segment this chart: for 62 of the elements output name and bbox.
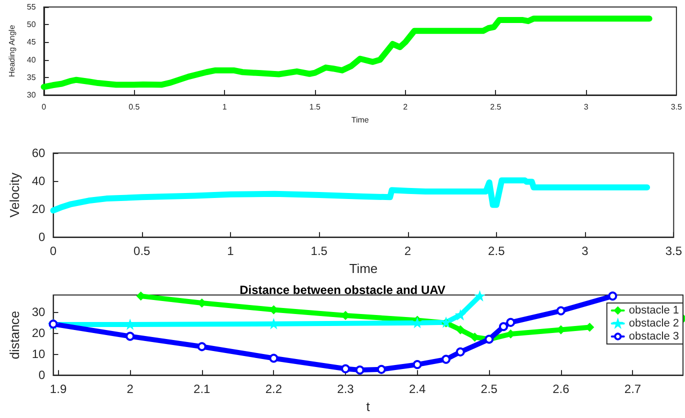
x-tick-label: 2.5	[480, 382, 498, 396]
x-tick-label: 2.1	[194, 382, 211, 396]
y-tick-label: 50	[26, 20, 36, 30]
x-tick-label: 2.5	[488, 244, 506, 258]
x-tick-label: 2.5	[490, 102, 502, 112]
y-tick-label: 35	[26, 72, 36, 82]
point	[269, 354, 278, 363]
y-tick-label: 30	[32, 304, 46, 319]
x-tick-label: 1.9	[50, 382, 67, 396]
point	[442, 354, 451, 364]
x-tick-label: 2.6	[552, 382, 570, 396]
legend-label: obstacle 3	[628, 330, 680, 342]
x-tick-label: 3.5	[665, 244, 682, 258]
y-tick-label: 30	[26, 90, 36, 100]
y-tick-label: 40	[32, 174, 46, 188]
x-axis-title: Time	[349, 261, 378, 276]
x-tick-label: 1.5	[310, 244, 328, 258]
y-axis-title: distance	[7, 310, 22, 360]
x-tick-label: 2	[403, 102, 408, 112]
y-tick-label: 45	[26, 38, 36, 47]
x-tick-label: 2.4	[408, 382, 426, 396]
x-tick-label: 2.2	[265, 382, 282, 396]
x-axis-title: Time	[351, 115, 370, 124]
y-axis-title: Heading Angle	[8, 24, 16, 78]
x-tick-label: 2	[404, 244, 412, 258]
x-tick-label: 0	[50, 244, 57, 258]
x-tick-label: 1	[227, 244, 234, 258]
point	[197, 342, 206, 352]
y-tick-label: 55	[26, 2, 36, 12]
point	[556, 306, 566, 316]
y-tick-label: 20	[32, 326, 46, 340]
point	[456, 326, 465, 334]
y-tick-label: 40	[26, 55, 36, 64]
x-tick-label: 2	[126, 382, 134, 396]
chart-title: Distance between obstacle and UAV	[240, 283, 446, 297]
x-axis-title: t	[366, 399, 370, 414]
point	[608, 292, 618, 301]
x-tick-label: 0.5	[134, 244, 151, 258]
x-tick-label: 3	[582, 244, 589, 258]
point	[412, 360, 422, 370]
point	[456, 347, 465, 356]
x-tick-label: 3	[584, 102, 589, 112]
x-tick-label: 1.5	[309, 102, 322, 112]
y-tick-label: 0	[38, 368, 46, 382]
point	[341, 364, 350, 374]
y-axis-title: Velocity	[7, 172, 22, 218]
y-tick-label: 10	[32, 347, 46, 362]
point	[355, 366, 364, 375]
point	[126, 332, 135, 341]
y-tick-label: 20	[32, 202, 46, 216]
legend-label: obstacle 2	[628, 318, 680, 330]
x-tick-label: 3.5	[670, 102, 683, 112]
x-tick-label: 2.3	[337, 382, 354, 396]
x-tick-label: 1	[222, 102, 228, 112]
y-tick-label: 0	[38, 230, 46, 244]
x-tick-label: 2.7	[624, 382, 642, 396]
point	[376, 364, 386, 374]
y-tick-label: 60	[32, 146, 46, 160]
point	[506, 318, 516, 327]
point	[498, 322, 508, 332]
legend-label: obstacle 1	[628, 304, 680, 316]
x-tick-label: 0.5	[128, 102, 140, 112]
